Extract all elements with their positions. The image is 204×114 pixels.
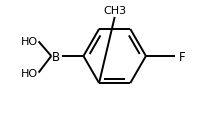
Text: HO: HO bbox=[21, 68, 38, 78]
Text: F: F bbox=[179, 50, 185, 63]
Text: HO: HO bbox=[21, 37, 38, 47]
Text: B: B bbox=[52, 50, 60, 63]
Text: CH3: CH3 bbox=[103, 6, 126, 16]
